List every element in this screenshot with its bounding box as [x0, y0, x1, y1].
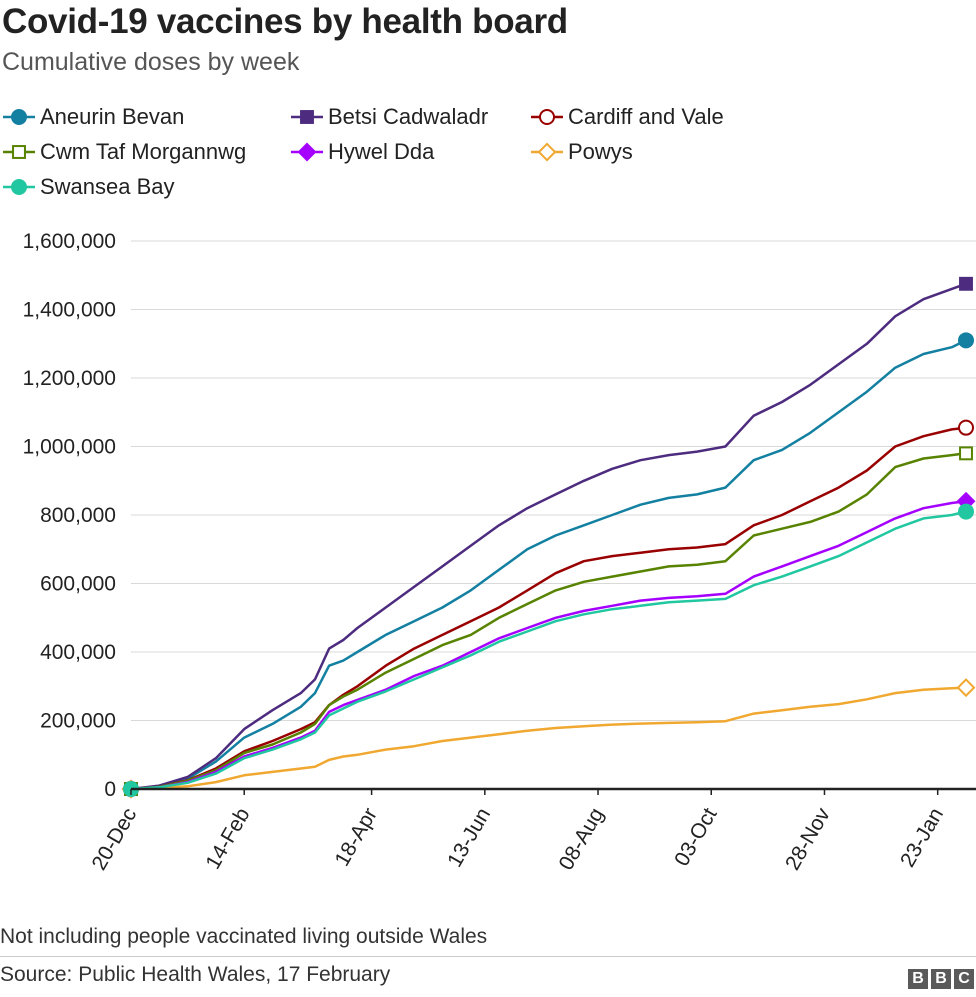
legend-item-betsi-cadwaladr: Betsi Cadwaladr: [290, 102, 488, 132]
bbc-logo-letter: B: [908, 969, 928, 989]
legend-item-aneurin-bevan: Aneurin Bevan: [2, 102, 184, 132]
legend-symbol: [539, 109, 555, 125]
legend-symbol: [12, 145, 26, 159]
bbc-logo-letter: C: [954, 969, 974, 989]
series-end-marker-swansea-bay: [958, 503, 974, 520]
legend-item-hywel-dda: Hywel Dda: [290, 137, 434, 167]
series-end-marker-powys: [956, 678, 976, 698]
legend-label: Hywel Dda: [328, 139, 435, 164]
x-tick-label: 14-Feb: [201, 804, 254, 873]
bbc-logo-letter: B: [931, 969, 951, 989]
legend-symbol: [297, 142, 317, 162]
y-tick-label: 1,400,000: [23, 299, 116, 322]
series-line-hywel-dda: [129, 500, 968, 791]
x-tick-label: 20-Dec: [88, 804, 142, 874]
series-line-aneurin-bevan: [129, 339, 968, 791]
series-end-marker-betsi-cadwaladr: [959, 276, 973, 291]
chart-source: Source: Public Health Wales, 17 February: [0, 963, 391, 986]
y-tick-label: 1,600,000: [23, 230, 116, 253]
y-tick-label: 1,000,000: [23, 436, 116, 459]
footer-divider: [0, 956, 976, 957]
series-end-marker-cwm-taf-morgannwg: [959, 446, 973, 461]
legend-label: Swansea Bay: [40, 174, 175, 199]
y-tick-label: 0: [104, 778, 116, 801]
legend-label: Cardiff and Vale: [568, 104, 724, 129]
chart-title: Covid-19 vaccines by health board: [2, 2, 568, 41]
legend-symbol: [11, 179, 27, 195]
y-tick-label: 200,000: [40, 710, 116, 733]
legend-marker-swansea-bay: [3, 179, 35, 195]
legend-marker-powys: [531, 142, 563, 162]
legend-marker-cardiff-and-vale: [531, 109, 563, 125]
chart-footnote: Not including people vaccinated living o…: [0, 925, 488, 948]
legend-marker-aneurin-bevan: [3, 109, 35, 125]
legend-symbol: [537, 142, 557, 162]
series-end-marker-cardiff-and-vale: [958, 419, 974, 436]
legend-marker-cwm-taf-morgannwg: [3, 145, 35, 159]
y-tick-label: 800,000: [40, 504, 116, 527]
chart-subtitle: Cumulative doses by week: [2, 48, 300, 76]
y-tick-label: 400,000: [40, 641, 116, 664]
x-tick-label: 08-Aug: [555, 804, 609, 874]
y-tick-label: 600,000: [40, 573, 116, 596]
legend-label: Cwm Taf Morgannwg: [40, 139, 247, 164]
legend-marker-hywel-dda: [291, 142, 323, 162]
bbc-logo: B B C: [908, 969, 974, 989]
series-line-cardiff-and-vale: [129, 426, 968, 791]
series-line-swansea-bay: [129, 510, 968, 791]
x-tick-label: 13-Jun: [443, 804, 495, 871]
chart-legend: Aneurin Bevan Betsi Cadwaladr Cardiff an…: [0, 100, 976, 210]
series-line-powys: [129, 686, 968, 791]
legend-item-swansea-bay: Swansea Bay: [2, 172, 175, 202]
series-end-marker-aneurin-bevan: [958, 332, 974, 349]
legend-symbol: [300, 110, 314, 124]
series-line-cwm-taf-morgannwg: [129, 452, 968, 791]
legend-item-cardiff-and-vale: Cardiff and Vale: [530, 102, 724, 132]
y-tick-label: 1,200,000: [23, 367, 116, 390]
x-tick-label: 23-Jan: [896, 804, 948, 871]
x-tick-label: 03-Oct: [670, 804, 722, 870]
series-line-betsi-cadwaladr: [129, 282, 968, 791]
line-chart: 0 200,000 400,000 600,000 800,000 1,000,000 1,…: [23, 230, 976, 875]
legend-item-cwm-taf-morgannwg: Cwm Taf Morgannwg: [2, 137, 246, 167]
legend-marker-betsi-cadwaladr: [291, 110, 323, 124]
legend-symbol: [11, 109, 27, 125]
x-tick-label: 18-Apr: [330, 804, 381, 870]
x-tick-label: 28-Nov: [781, 804, 835, 875]
legend-label: Powys: [568, 139, 633, 164]
legend-label: Betsi Cadwaladr: [328, 104, 489, 129]
legend-label: Aneurin Bevan: [40, 104, 185, 129]
legend-item-powys: Powys: [530, 137, 633, 167]
